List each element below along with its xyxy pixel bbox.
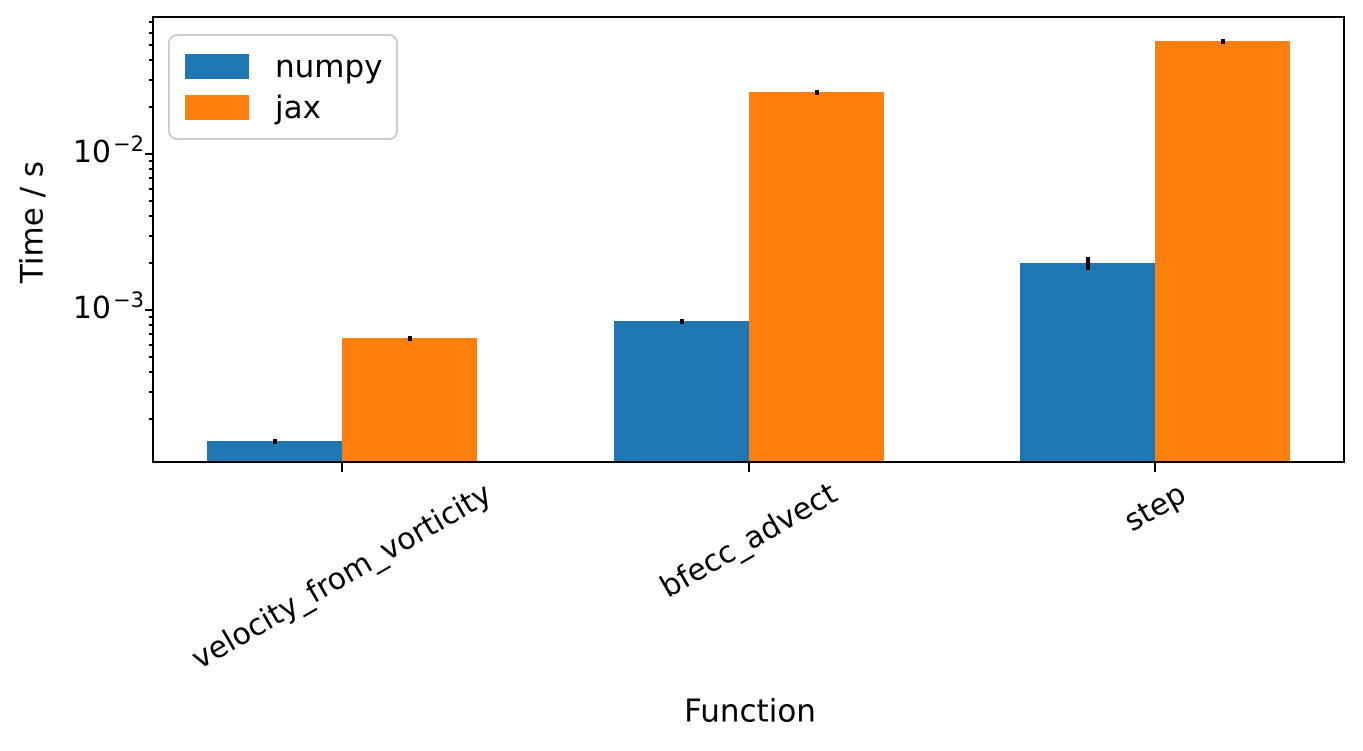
y-minor-tick [149,21,154,24]
y-minor-tick [149,78,154,81]
error-bar-jax-bfecc_advect [814,89,819,95]
y-minor-tick [149,59,154,62]
legend-label-jax: jax [275,89,321,126]
x-tick-label-velocity_from_vorticity: velocity_from_vorticity [185,476,498,677]
legend-item-jax: jax [185,88,396,128]
legend: numpy jax [168,34,398,140]
x-tick [748,463,750,472]
legend-swatch-numpy [185,54,249,79]
y-minor-tick [149,262,154,265]
bar-jax-bfecc_advect [749,92,884,461]
y-minor-tick [149,356,154,359]
error-bar-numpy-step [1085,256,1090,271]
y-tick-exponent: −3 [113,288,144,313]
y-minor-tick [149,343,154,346]
y-minor-tick [149,316,154,319]
y-minor-tick [149,324,154,327]
y-minor-tick [149,200,154,203]
y-minor-tick [149,106,154,109]
legend-label-numpy: numpy [275,48,383,85]
y-minor-tick [149,215,154,218]
y-minor-tick [149,168,154,171]
y-major-tick [145,153,154,156]
legend-item-numpy: numpy [185,47,396,87]
y-minor-tick [149,177,154,180]
y-minor-tick [149,31,154,34]
y-minor-tick [149,333,154,336]
y-minor-tick [149,371,154,374]
error-bar-jax-step [1220,38,1225,44]
bar-numpy-step [1020,263,1155,461]
y-major-tick [145,309,154,312]
bar-jax-velocity_from_vorticity [342,338,477,461]
y-minor-tick [149,234,154,237]
y-tick-label: 10−3 [72,288,144,329]
legend-swatch-jax [185,95,249,120]
y-tick-exponent: −2 [113,132,144,157]
y-tick-base: 10 [72,135,112,171]
x-axis-label: Function [684,693,816,730]
y-minor-tick [149,418,154,421]
bar-jax-step [1155,41,1290,461]
y-minor-tick [149,44,154,47]
x-tick-label-bfecc_advect: bfecc_advect [654,476,844,606]
x-tick-label-step: step [1117,476,1192,539]
error-bar-jax-velocity_from_vorticity [407,335,412,341]
y-tick-label: 10−2 [72,132,144,173]
bar-numpy-velocity_from_vorticity [207,441,342,461]
error-bar-numpy-bfecc_advect [679,318,684,324]
bar-numpy-bfecc_advect [614,321,749,461]
y-minor-tick [149,160,154,163]
y-axis-label: Time / s [14,160,51,284]
y-tick-base: 10 [72,291,112,327]
y-minor-tick [149,187,154,190]
error-bar-numpy-velocity_from_vorticity [272,438,277,444]
x-tick [1154,463,1156,472]
y-minor-tick [149,390,154,393]
x-tick [341,463,343,472]
